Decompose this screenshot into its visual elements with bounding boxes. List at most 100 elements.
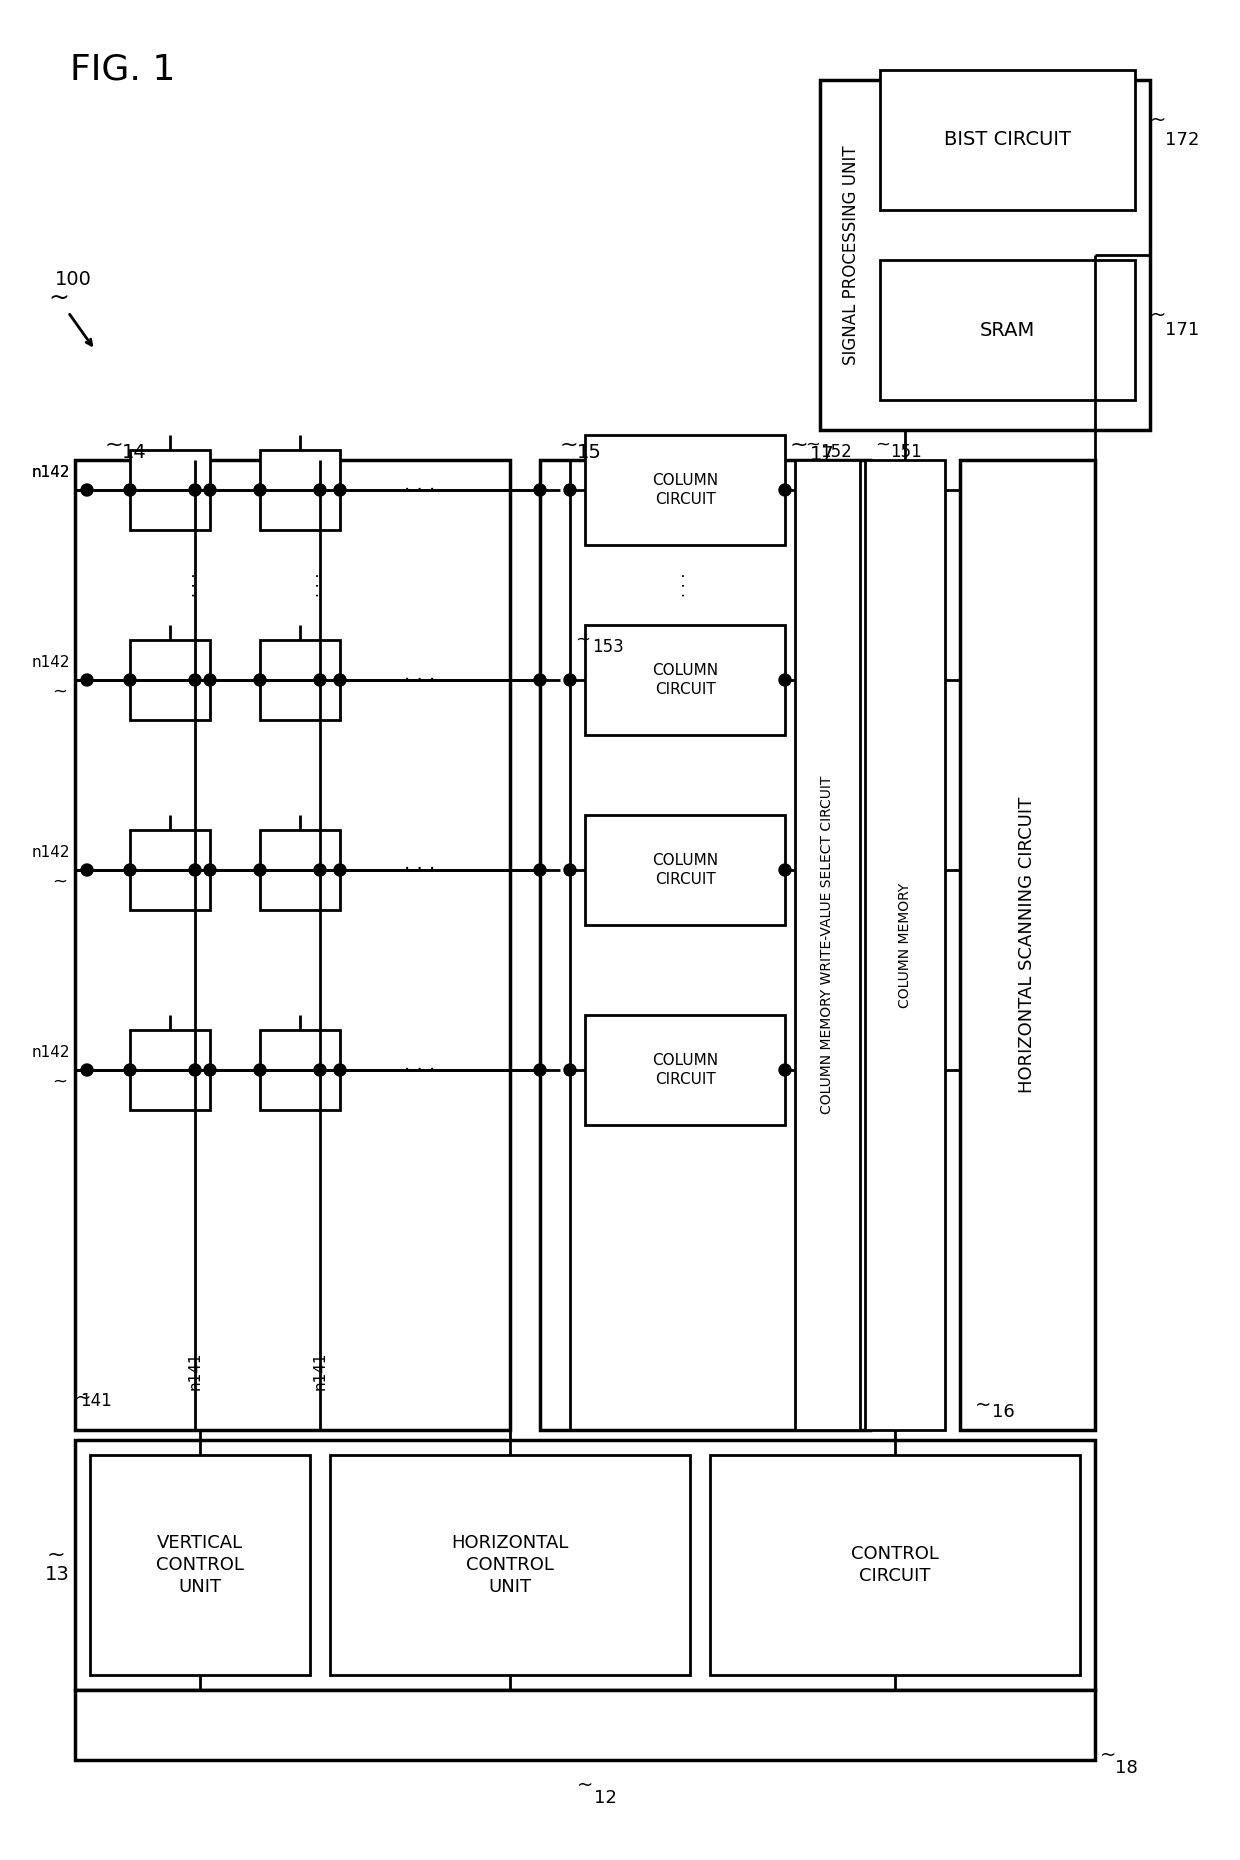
Text: ~: ~	[560, 435, 579, 456]
Circle shape	[564, 673, 577, 686]
Circle shape	[564, 484, 577, 497]
Bar	[260, 830, 340, 910]
Circle shape	[334, 673, 346, 686]
Text: ~: ~	[52, 1073, 67, 1092]
Text: 152: 152	[820, 443, 852, 461]
Bar	[585, 625, 785, 735]
Text: COLUMN MEMORY: COLUMN MEMORY	[898, 882, 911, 1008]
Text: 14: 14	[122, 443, 146, 461]
Circle shape	[188, 673, 201, 686]
Text: SIGNAL PROCESSING UNIT: SIGNAL PROCESSING UNIT	[842, 145, 861, 365]
Circle shape	[81, 1064, 93, 1075]
Bar	[960, 459, 1095, 1430]
Bar	[91, 1455, 310, 1676]
Text: n142: n142	[31, 844, 69, 859]
Circle shape	[254, 673, 267, 686]
Circle shape	[124, 1064, 136, 1075]
Circle shape	[205, 673, 216, 686]
Circle shape	[779, 1064, 791, 1075]
Circle shape	[334, 1064, 346, 1075]
Circle shape	[205, 1064, 216, 1075]
Text: FIG. 1: FIG. 1	[69, 52, 175, 87]
Text: ~: ~	[52, 872, 67, 891]
Text: 12: 12	[594, 1789, 616, 1808]
Text: 151: 151	[890, 443, 921, 461]
Text: 16: 16	[992, 1402, 1014, 1421]
Circle shape	[534, 673, 546, 686]
Bar	[260, 1030, 340, 1110]
Text: n141: n141	[312, 1352, 327, 1389]
Text: COLUMN
CIRCUIT: COLUMN CIRCUIT	[652, 1053, 718, 1086]
Text: 18: 18	[1115, 1760, 1138, 1776]
Circle shape	[334, 865, 346, 876]
Text: COLUMN
CIRCUIT: COLUMN CIRCUIT	[652, 854, 718, 887]
Bar	[585, 1016, 785, 1125]
Text: COLUMN MEMORY WRITE-VALUE SELECT CIRCUIT: COLUMN MEMORY WRITE-VALUE SELECT CIRCUIT	[820, 776, 835, 1114]
Bar	[330, 1455, 689, 1676]
Bar	[539, 459, 870, 1430]
Bar	[74, 459, 510, 1430]
Text: COLUMN
CIRCUIT: COLUMN CIRCUIT	[652, 472, 718, 506]
Circle shape	[534, 484, 546, 497]
Bar	[795, 459, 861, 1430]
Circle shape	[334, 484, 346, 497]
Text: · · ·: · · ·	[404, 670, 435, 690]
Circle shape	[314, 865, 326, 876]
Bar	[74, 1691, 1095, 1760]
Text: · · ·: · · ·	[187, 573, 202, 597]
Circle shape	[779, 865, 791, 876]
Circle shape	[314, 484, 326, 497]
Text: HORIZONTAL SCANNING CIRCUIT: HORIZONTAL SCANNING CIRCUIT	[1018, 796, 1035, 1094]
Circle shape	[534, 865, 546, 876]
Bar	[820, 80, 1149, 430]
Bar	[880, 71, 1135, 210]
Text: · · ·: · · ·	[404, 1060, 435, 1079]
Bar	[866, 459, 945, 1430]
Circle shape	[205, 484, 216, 497]
Bar	[130, 830, 210, 910]
Text: · · ·: · · ·	[404, 480, 435, 500]
Text: SRAM: SRAM	[980, 320, 1034, 340]
Bar	[585, 815, 785, 924]
Text: ~: ~	[575, 631, 590, 649]
Text: n142: n142	[31, 655, 69, 670]
Text: COLUMN
CIRCUIT: COLUMN CIRCUIT	[652, 664, 718, 698]
Text: 15: 15	[577, 443, 601, 461]
Text: 153: 153	[591, 638, 624, 657]
Circle shape	[254, 484, 267, 497]
Circle shape	[205, 865, 216, 876]
Text: ~: ~	[105, 435, 124, 456]
Circle shape	[564, 865, 577, 876]
Bar	[130, 450, 210, 530]
Text: HORIZONTAL
CONTROL
UNIT: HORIZONTAL CONTROL UNIT	[451, 1534, 569, 1596]
Bar	[74, 1440, 1095, 1691]
Text: 171: 171	[1166, 322, 1199, 339]
Bar	[585, 435, 785, 545]
Text: CONTROL
CIRCUIT: CONTROL CIRCUIT	[851, 1546, 939, 1585]
Circle shape	[188, 484, 201, 497]
Text: 172: 172	[1166, 130, 1199, 149]
Text: 13: 13	[45, 1566, 69, 1585]
Text: ~: ~	[46, 1546, 64, 1564]
Text: BIST CIRCUIT: BIST CIRCUIT	[944, 130, 1070, 149]
Circle shape	[779, 673, 791, 686]
Circle shape	[81, 484, 93, 497]
Circle shape	[564, 1064, 577, 1075]
Text: 100: 100	[55, 270, 92, 290]
Text: ~: ~	[52, 683, 67, 701]
Text: ~: ~	[875, 435, 890, 454]
Text: 17: 17	[810, 446, 835, 465]
Text: n142: n142	[31, 465, 69, 480]
Bar	[260, 640, 340, 720]
Bar	[880, 260, 1135, 400]
Circle shape	[254, 1064, 267, 1075]
Circle shape	[314, 1064, 326, 1075]
Bar	[130, 1030, 210, 1110]
Circle shape	[534, 1064, 546, 1075]
Circle shape	[314, 673, 326, 686]
Circle shape	[81, 673, 93, 686]
Text: · · ·: · · ·	[312, 573, 327, 597]
Text: ~: ~	[790, 435, 808, 456]
Text: ~: ~	[577, 1776, 593, 1795]
Text: ~: ~	[975, 1395, 991, 1414]
